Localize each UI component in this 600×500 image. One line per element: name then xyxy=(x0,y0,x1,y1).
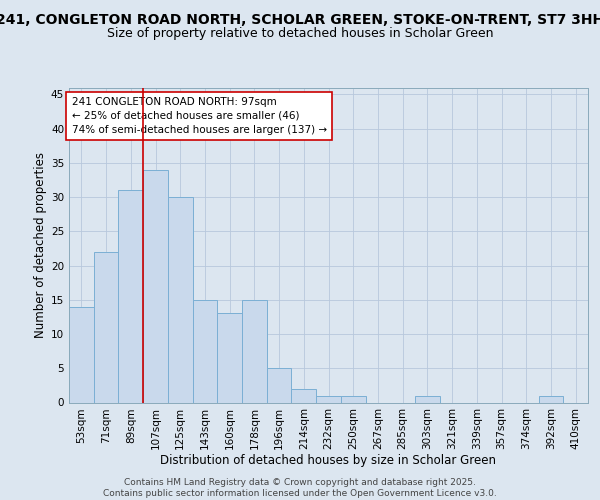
Bar xyxy=(143,170,168,402)
Y-axis label: Number of detached properties: Number of detached properties xyxy=(34,152,47,338)
Bar xyxy=(193,300,217,402)
Text: Size of property relative to detached houses in Scholar Green: Size of property relative to detached ho… xyxy=(107,28,493,40)
Bar xyxy=(168,197,193,402)
Bar xyxy=(539,396,563,402)
Bar xyxy=(242,300,267,402)
Bar xyxy=(267,368,292,402)
Text: 241, CONGLETON ROAD NORTH, SCHOLAR GREEN, STOKE-ON-TRENT, ST7 3HH: 241, CONGLETON ROAD NORTH, SCHOLAR GREEN… xyxy=(0,12,600,26)
Bar xyxy=(292,389,316,402)
Bar xyxy=(69,306,94,402)
Text: 241 CONGLETON ROAD NORTH: 97sqm
← 25% of detached houses are smaller (46)
74% of: 241 CONGLETON ROAD NORTH: 97sqm ← 25% of… xyxy=(71,97,327,135)
X-axis label: Distribution of detached houses by size in Scholar Green: Distribution of detached houses by size … xyxy=(161,454,497,466)
Bar xyxy=(217,314,242,402)
Text: Contains HM Land Registry data © Crown copyright and database right 2025.
Contai: Contains HM Land Registry data © Crown c… xyxy=(103,478,497,498)
Bar xyxy=(316,396,341,402)
Bar xyxy=(118,190,143,402)
Bar xyxy=(341,396,365,402)
Bar xyxy=(94,252,118,402)
Bar xyxy=(415,396,440,402)
